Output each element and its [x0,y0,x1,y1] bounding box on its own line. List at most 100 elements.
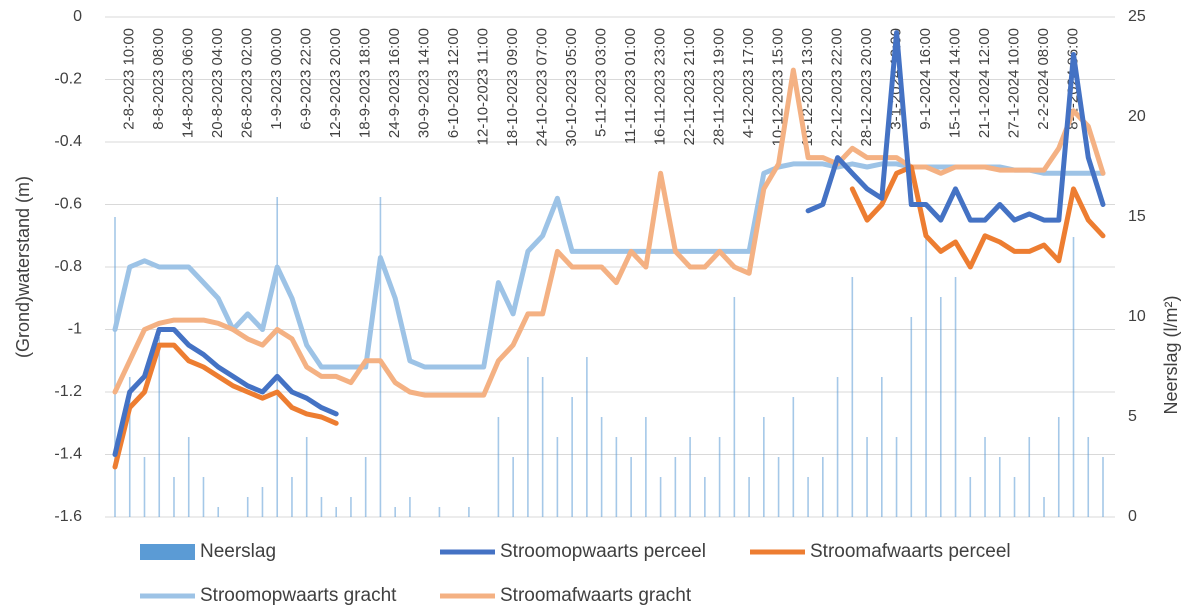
bar [114,217,116,517]
y-tick-label: -1 [68,321,82,338]
bar [541,377,544,517]
bar [969,477,972,517]
bar [291,477,293,517]
y-tick-label: -0.8 [54,258,82,275]
bar [571,397,573,517]
legend-swatch [140,544,195,560]
y2-axis-label: Neerslag (l/m²) [1161,295,1181,414]
x-tick-label: 5-11-2023 03:00 [593,28,610,137]
x-tick-label: 18-10-2023 09:00 [504,28,521,146]
y2-tick-label: 0 [1128,508,1137,525]
bar [763,417,765,517]
bar [733,297,736,517]
x-tick-label: 16-11-2023 23:00 [652,28,669,145]
bar [866,437,868,517]
y-tick-label: -1.4 [54,446,82,463]
y2-tick-label: 25 [1128,8,1146,25]
y-tick-label: -0.2 [54,71,82,88]
x-tick-label: 18-9-2023 18:00 [357,28,374,138]
bar [600,417,603,517]
bar [822,457,824,517]
bar [173,477,175,517]
bar [718,437,721,517]
bar [910,317,913,517]
x-tick-label: 27-1-2024 10:00 [1005,28,1022,138]
bar [925,237,927,517]
bar [261,487,264,517]
bar [704,477,706,517]
line-series [112,67,1106,398]
bar [659,477,662,517]
bar [807,477,809,517]
bar [939,297,942,517]
bar [586,357,588,517]
bar [777,457,780,517]
bar [335,507,337,517]
y-axis-label: (Grond)waterstand (m) [13,176,33,358]
x-tick-label: 6-10-2023 12:00 [445,28,462,138]
bar [689,437,691,517]
line-series [112,161,1106,370]
legend-label: Stroomopwaarts perceel [500,541,706,562]
y-tick-label: -0.6 [54,196,82,213]
x-tick-label: 6-9-2023 22:00 [298,28,315,130]
bar [409,497,411,517]
bar [276,197,279,517]
line-series [112,30,1106,457]
bar [512,457,514,517]
bar [202,477,205,517]
bar [984,437,986,517]
x-tick-label: 20-8-2023 04:00 [209,28,226,138]
legend-label: Stroomafwaarts perceel [810,541,1011,562]
x-tick-label: 11-11-2023 01:00 [622,28,639,144]
legend-label: Stroomopwaarts gracht [200,585,397,606]
line-series [112,164,1106,470]
y2-tick-label: 10 [1128,308,1146,325]
bar [1013,477,1016,517]
bar [438,507,441,517]
bar [143,457,146,517]
bar [1028,437,1031,517]
bar [836,377,839,517]
bar [630,457,632,517]
bar [1043,497,1045,517]
bar [527,357,529,517]
bar [320,497,323,517]
x-tick-label: 9-1-2024 16:00 [917,28,934,130]
bar [128,377,131,517]
x-tick-label: 30-9-2023 14:00 [416,28,433,138]
bar [394,507,396,517]
x-tick-label: 14-8-2023 06:00 [180,28,197,138]
y-tick-label: -0.4 [54,133,82,150]
x-tick-label: 24-9-2023 16:00 [386,28,403,138]
x-tick-label: 4-12-2023 17:00 [740,28,757,138]
x-tick-label: 30-10-2023 05:00 [563,28,580,146]
bar [792,397,795,517]
x-tick-label: 28-11-2023 19:00 [711,28,728,145]
bar [895,437,898,517]
bar [556,437,559,517]
y-tick-label: 0 [73,8,82,25]
legend-label: Stroomafwaarts gracht [500,585,692,606]
bar [468,507,470,517]
y2-tick-label: 15 [1128,208,1146,225]
bar [187,437,190,517]
y2-tick-label: 20 [1128,108,1146,125]
bar [881,377,883,517]
bar [998,457,1001,517]
x-tick-label: 21-1-2024 12:00 [976,28,993,138]
x-tick-label: 12-10-2023 11:00 [475,28,492,145]
bar [1057,417,1060,517]
x-tick-label: 15-1-2024 14:00 [947,28,964,138]
bar [851,277,854,517]
bar [364,457,367,517]
y2-tick-label: 5 [1128,408,1137,425]
bar [1087,437,1090,517]
bar [158,337,161,517]
x-tick-label: 10-12-2023 15:00 [770,28,787,146]
bar [305,437,308,517]
x-tick-label: 26-8-2023 02:00 [239,28,256,138]
x-tick-label: 2-8-2023 10:00 [121,28,138,130]
bar [350,497,352,517]
bar [379,197,382,517]
